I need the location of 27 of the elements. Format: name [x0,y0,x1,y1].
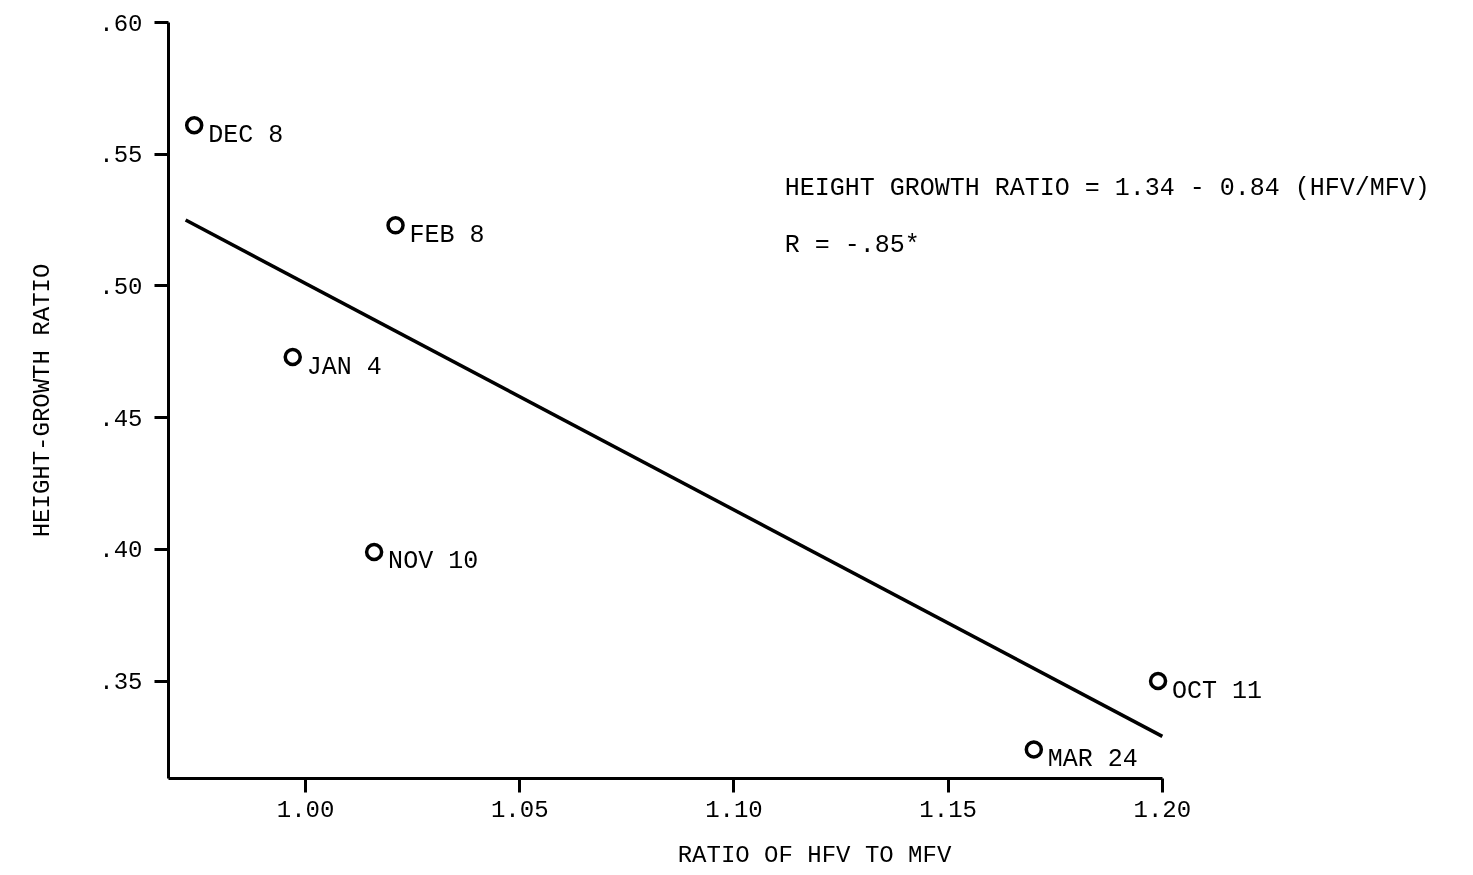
x-axis-title: RATIO OF HFV TO MFV [677,841,952,869]
annotation: HEIGHT GROWTH RATIO = 1.34 - 0.84 (HFV/MFV) [784,174,1430,204]
y-tick-label: .40 [99,537,143,565]
y-tick-label: .50 [99,273,143,301]
y-axis-title: HEIGHT-GROWTH RATIO [29,263,57,538]
y-tick-label: .60 [99,10,143,38]
x-tick-label: 1.05 [490,796,549,824]
annotation: JAN 4 [306,352,382,382]
point [283,347,302,367]
annotation: NOV 10 [388,547,479,577]
annotation: OCT 11 [1172,676,1263,706]
annotation: MAR 24 [1047,745,1138,775]
y-tick-label: .35 [99,669,143,697]
point [1024,740,1044,759]
x-tick-label: 1.15 [919,796,977,824]
point [1148,671,1168,691]
y-tick-label: .45 [99,405,143,433]
annotation: R = -.85* [784,231,920,261]
y-tick-label: .55 [99,142,143,170]
x-tick-label: 1.10 [705,796,763,824]
annotation: FEB 8 [409,220,485,250]
point [184,116,204,135]
point [386,216,405,235]
x-tick-label: 1.00 [276,796,335,824]
x-tick-label: 1.20 [1133,796,1192,824]
point [364,542,384,562]
annotation: DEC 8 [208,120,284,150]
